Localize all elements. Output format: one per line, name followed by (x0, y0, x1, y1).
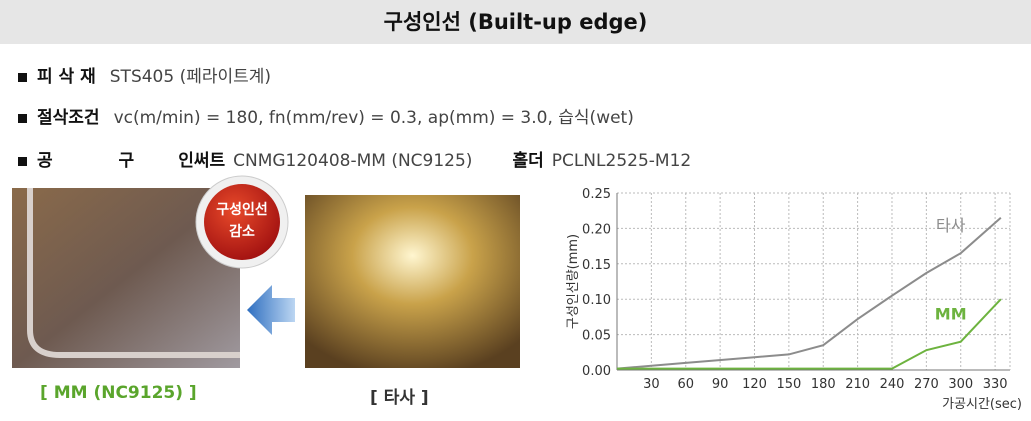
badge (204, 184, 280, 260)
y-tick-label: 0.25 (582, 187, 611, 202)
photo-other (305, 195, 520, 368)
x-tick-label: 120 (742, 377, 767, 392)
x-tick-label: 90 (712, 377, 729, 392)
photos: 구성인선 감소 (0, 0, 600, 421)
badge-text: 구성인선 (216, 201, 268, 218)
x-tick-label: 60 (677, 377, 694, 392)
y-tick-label: 0.10 (582, 293, 611, 308)
y-tick-label: 0.15 (582, 258, 611, 273)
y-tick-label: 0.20 (582, 222, 611, 237)
y-tick-label: 0.00 (582, 364, 611, 379)
badge-text: 감소 (229, 223, 255, 240)
x-tick-label: 210 (845, 377, 870, 392)
x-tick-label: 30 (643, 377, 660, 392)
caption: [ MM (NC9125) ] (40, 383, 197, 403)
x-tick-label: 330 (983, 377, 1008, 392)
x-tick-label: 300 (948, 377, 973, 392)
caption: [ 타사 ] (370, 383, 429, 408)
x-tick-label: 240 (880, 377, 905, 392)
x-tick-label: 180 (811, 377, 836, 392)
y-tick-label: 0.05 (582, 329, 611, 344)
series-label: 타사 (936, 216, 966, 235)
y-axis-label: 구성인선량(mm) (566, 234, 581, 329)
page: 구성인선 (Built-up edge) 피 삭 재STS405 (페라이트계)… (0, 0, 1031, 421)
x-axis-label: 가공시간(sec) (942, 397, 1022, 412)
series-label: MM (935, 305, 967, 324)
chart: 0.00 0.05 0.10 0.15 0.20 0.25 30 60 90 120 150 180 2… (561, 181, 1031, 421)
x-tick-label: 270 (914, 377, 939, 392)
x-tick-label: 150 (776, 377, 801, 392)
arrow (247, 285, 295, 335)
